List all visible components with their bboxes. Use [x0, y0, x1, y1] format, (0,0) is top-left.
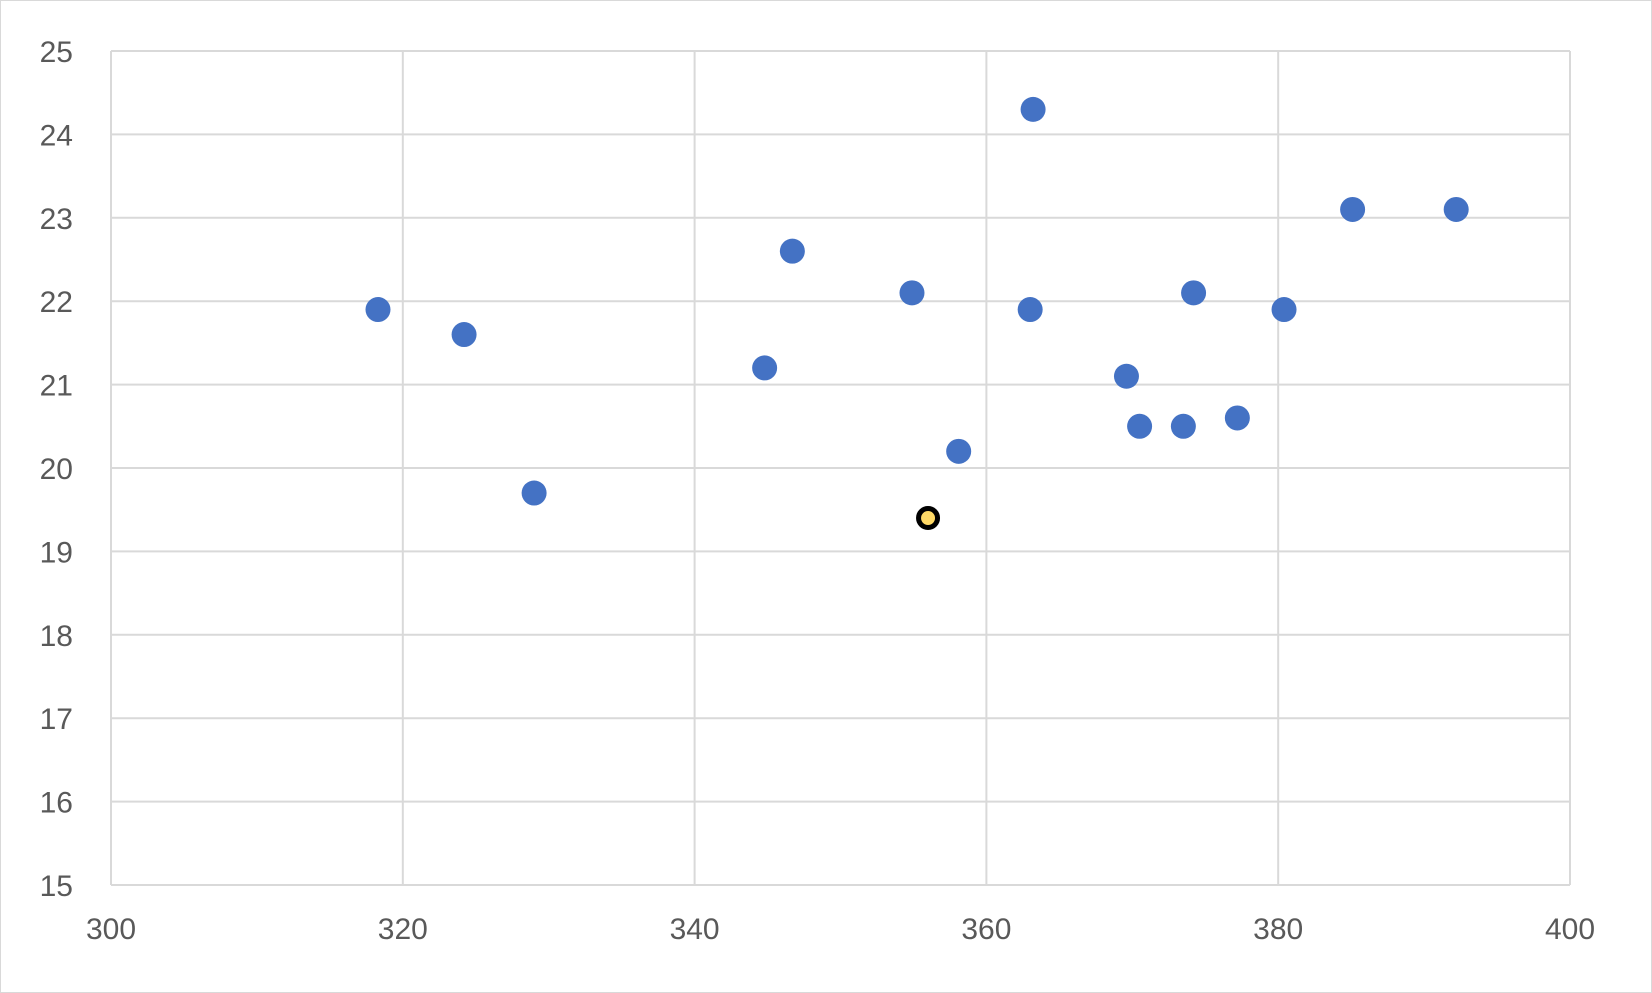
data-point-0-4 [779, 238, 805, 264]
x-tick-label: 400 [1545, 913, 1595, 946]
x-tick-label: 360 [961, 913, 1011, 946]
highlighted-point [916, 506, 941, 531]
data-point-0-8 [1020, 96, 1046, 122]
y-tick-label: 25 [40, 36, 73, 69]
x-tick-label: 340 [670, 913, 720, 946]
y-axis-tick-labels: 15 16 17 18 19 20 21 22 23 24 25 [40, 36, 73, 903]
y-tick-label: 16 [40, 787, 73, 820]
y-tick-label: 19 [40, 536, 73, 569]
data-point-0-12 [1181, 280, 1207, 306]
y-tick-label: 24 [40, 119, 73, 152]
data-points [365, 96, 1469, 531]
y-tick-label: 20 [40, 453, 73, 486]
data-point-0-2 [521, 480, 547, 506]
data-point-0-9 [1113, 363, 1139, 389]
data-point-0-13 [1224, 405, 1250, 431]
data-point-0-16 [1443, 196, 1469, 222]
x-tick-label: 300 [86, 913, 136, 946]
y-tick-label: 22 [40, 286, 73, 319]
data-point-0-3 [752, 355, 778, 381]
horizontal-gridlines [111, 50, 1570, 886]
data-point-0-11 [1170, 413, 1196, 439]
data-point-0-5 [899, 280, 925, 306]
x-tick-label: 380 [1253, 913, 1303, 946]
x-axis-tick-labels: 300 320 340 360 380 400 [86, 913, 1595, 946]
data-point-0-10 [1127, 413, 1153, 439]
data-point-0-1 [451, 322, 477, 348]
data-point-0-7 [1017, 297, 1043, 323]
data-point-0-0 [365, 297, 391, 323]
x-tick-label: 320 [378, 913, 428, 946]
data-point-0-6 [946, 438, 972, 464]
y-tick-label: 15 [40, 870, 73, 903]
data-point-0-15 [1340, 196, 1366, 222]
y-tick-label: 23 [40, 203, 73, 236]
y-tick-label: 21 [40, 370, 73, 403]
y-tick-label: 18 [40, 620, 73, 653]
y-tick-label: 17 [40, 703, 73, 736]
data-point-0-14 [1271, 297, 1297, 323]
